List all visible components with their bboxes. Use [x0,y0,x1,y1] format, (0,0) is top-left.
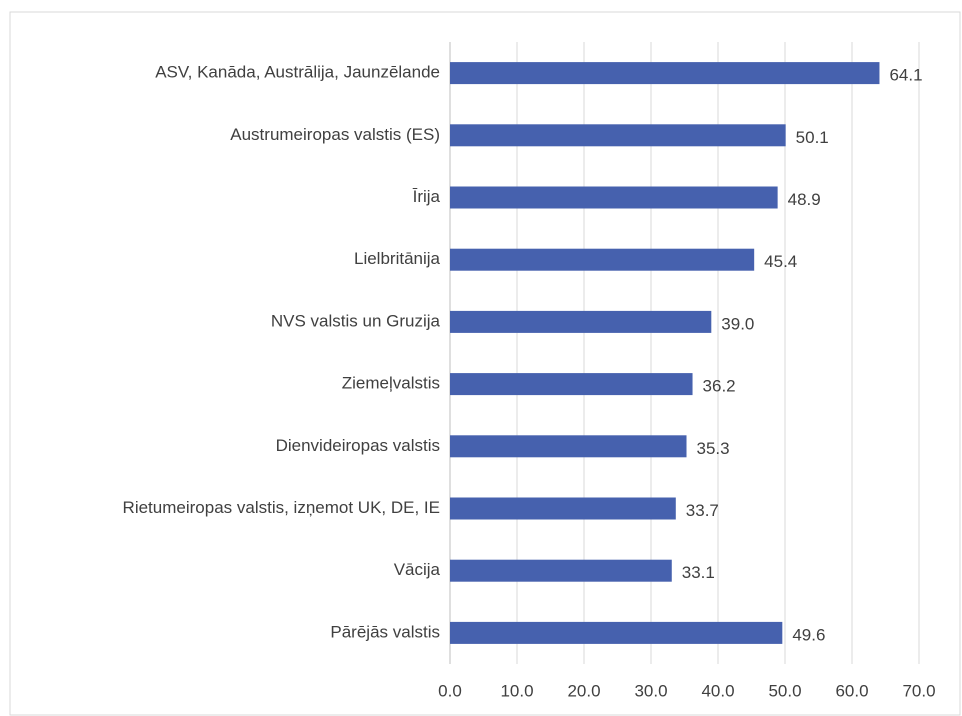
y-tick-label: Lielbritānija [354,249,441,268]
value-label: 45.4 [764,252,797,271]
x-tick-label: 50.0 [768,681,801,700]
x-tick-label: 20.0 [567,681,600,700]
x-tick-label: 0.0 [438,681,462,700]
y-tick-label: Dienvideiropas valstis [276,436,440,455]
y-tick-label: Ziemeļvalstis [342,374,440,393]
chart-frame [9,11,961,716]
value-label: 33.1 [682,563,715,582]
value-label: 36.2 [703,377,736,396]
value-label: 49.6 [792,625,825,644]
bar [450,435,687,458]
y-tick-label: Austrumeiropas valstis (ES) [230,125,440,144]
value-label: 64.1 [889,66,922,85]
x-tick-label: 40.0 [701,681,734,700]
x-tick-label: 60.0 [835,681,868,700]
value-label: 50.1 [796,128,829,147]
y-tick-label: Pārējās valstis [330,622,440,641]
bar [450,497,676,520]
bar [450,621,783,644]
value-label: 39.0 [721,314,754,333]
y-tick-label: NVS valstis un Gruzija [271,311,441,330]
bar [450,559,672,582]
value-label: 48.9 [788,190,821,209]
bar [450,310,712,333]
value-label: 35.3 [697,439,730,458]
bar [450,62,880,85]
bar [450,248,755,271]
bar [450,124,786,147]
x-tick-label: 30.0 [634,681,667,700]
y-tick-label: ASV, Kanāda, Austrālija, Jaunzēlande [155,63,440,82]
y-tick-label: Vācija [394,560,441,579]
bar [450,373,693,396]
y-tick-label: Rietumeiropas valstis, izņemot UK, DE, I… [123,498,440,517]
x-tick-label: 10.0 [500,681,533,700]
value-label: 33.7 [686,501,719,520]
y-tick-label: Īrija [413,187,441,206]
x-tick-label: 70.0 [902,681,935,700]
bar [450,186,778,209]
